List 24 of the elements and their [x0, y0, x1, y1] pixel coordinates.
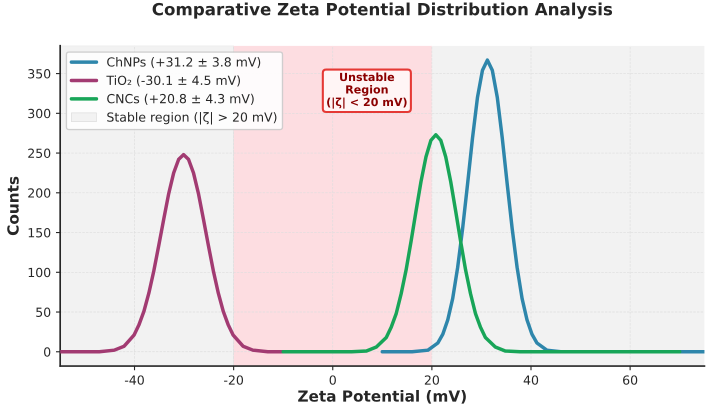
y-tick-label: 0	[44, 347, 50, 357]
y-tick-label: 100	[28, 268, 50, 278]
y-tick-label: 350	[28, 69, 50, 79]
x-tick-label: 0	[330, 375, 336, 385]
x-tick-label: 60	[623, 375, 638, 385]
annotation: Unstable Region (|ζ| < 20 mV)	[327, 72, 407, 109]
chart-title: Comparative Zeta Potential Distribution Analysis	[152, 2, 612, 19]
y-tick-label: 50	[36, 308, 50, 317]
line-series	[281, 133, 682, 354]
y-tick-label: 150	[28, 228, 50, 238]
y-tick-label: 200	[28, 188, 50, 198]
x-tick-label: 40	[524, 375, 538, 385]
x-tick-label: 20	[424, 375, 440, 385]
x-tick-label: -40	[124, 375, 144, 385]
legend-label: ChNPs (+31.2 ± 3.8 mV)	[107, 57, 260, 68]
band-label: Stable region (|ζ| > 20 mV)	[107, 112, 276, 125]
y-tick-label: 300	[28, 108, 50, 118]
x-axis-title: Zeta Potential (mV)	[298, 390, 466, 404]
legend-label: TiO₂ (-30.1 ± 4.5 mV)	[106, 75, 240, 87]
line-series	[60, 152, 285, 354]
y-tick-label: 250	[28, 148, 50, 158]
x-tick-label: -20	[224, 375, 244, 385]
legend-label: CNCs (+20.8 ± 4.3 mV)	[107, 94, 254, 105]
y-axis-title: Counts	[7, 176, 19, 236]
